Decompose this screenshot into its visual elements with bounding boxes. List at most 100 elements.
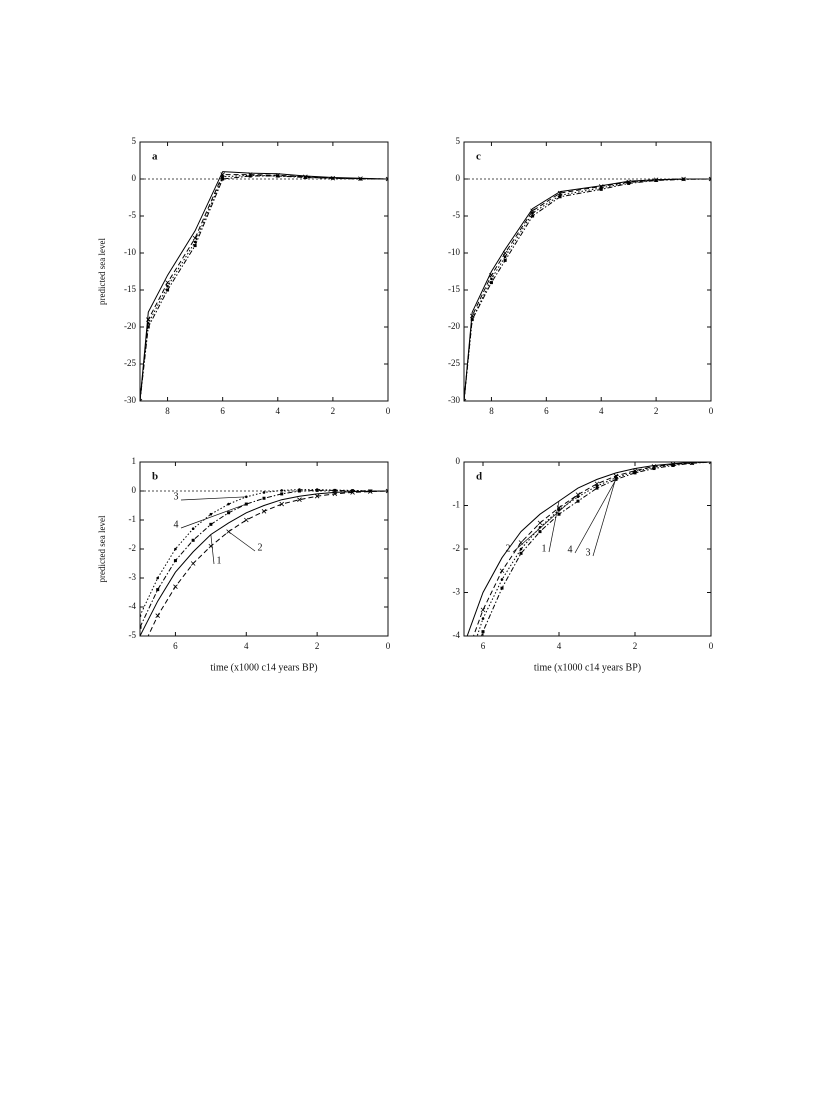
marker [280, 492, 284, 496]
frame [463, 461, 712, 637]
series-line [140, 175, 388, 401]
marker [146, 322, 150, 325]
marker [248, 174, 252, 178]
marker [333, 488, 337, 492]
y-tick-label: -5 [129, 630, 137, 640]
marker [314, 493, 320, 499]
marker [174, 547, 177, 551]
leader-line [512, 494, 579, 553]
series-line [466, 462, 711, 636]
x-tick-label: 4 [557, 641, 562, 651]
marker [156, 576, 160, 580]
x-tick-label: 0 [709, 641, 714, 651]
leader-line [574, 479, 617, 554]
x-tick-label: 0 [386, 406, 391, 416]
marker [262, 491, 266, 494]
series-line [140, 174, 388, 401]
marker [193, 244, 197, 248]
y-tick-label: -3 [453, 587, 461, 597]
plot-area [464, 176, 711, 401]
leader-line [180, 496, 247, 501]
series-label: 2 [258, 542, 263, 553]
marker [633, 471, 637, 475]
y-tick-label: -2 [129, 543, 137, 553]
series-line [464, 178, 711, 401]
leader-line [592, 477, 617, 557]
y-tick-label: -25 [124, 358, 136, 368]
series-line [476, 462, 711, 636]
marker [576, 495, 580, 499]
marker [221, 177, 225, 181]
marker [500, 586, 504, 590]
series-line [472, 462, 711, 636]
leader-line [210, 534, 215, 565]
marker [220, 172, 225, 177]
marker [671, 463, 675, 467]
series-label: 2 [506, 543, 511, 554]
marker [140, 625, 142, 629]
marker [138, 651, 142, 655]
series-line [480, 462, 711, 636]
x-tick-label: 4 [276, 406, 281, 416]
y-tick-label: -15 [124, 284, 136, 294]
marker [227, 502, 230, 506]
y-tick-label: -30 [448, 395, 460, 405]
marker [481, 630, 485, 634]
marker [502, 250, 508, 256]
marker [156, 588, 160, 592]
marker [480, 607, 486, 613]
y-tick-label: 1 [132, 456, 137, 466]
marker [557, 512, 561, 516]
marker [146, 325, 150, 329]
series-label: 3 [174, 491, 179, 502]
y-tick-label: -4 [129, 601, 137, 611]
marker [297, 497, 302, 502]
y-tick-label: -30 [124, 395, 136, 405]
marker [481, 617, 485, 620]
marker [191, 527, 195, 530]
marker [166, 285, 169, 288]
marker [537, 520, 543, 526]
marker [530, 208, 535, 214]
plot-area [140, 171, 388, 401]
plot-area [462, 462, 711, 664]
panel-label: a [152, 151, 158, 163]
series-line [140, 171, 388, 401]
y-axis-label: predicted sea level [97, 238, 107, 305]
marker [462, 660, 466, 664]
x-axis-label: time (x1000 c14 years BP) [534, 662, 641, 673]
marker [503, 255, 507, 258]
y-tick-label: 0 [456, 456, 461, 466]
panel-label: b [152, 471, 158, 483]
series-line [147, 490, 388, 636]
marker [303, 176, 307, 180]
marker [557, 190, 563, 196]
series-label: 4 [174, 519, 179, 530]
marker [519, 547, 523, 551]
marker [489, 281, 493, 285]
marker [227, 511, 231, 515]
marker [279, 501, 284, 507]
marker [500, 578, 504, 581]
marker [652, 467, 656, 471]
marker [261, 509, 267, 514]
plot-area [138, 488, 388, 655]
marker [191, 538, 195, 542]
marker [276, 174, 280, 178]
panel-label: d [476, 471, 482, 483]
marker [531, 211, 534, 215]
marker [331, 176, 335, 180]
y-tick-label: 0 [456, 173, 461, 183]
marker [297, 489, 301, 493]
y-tick-label: -10 [448, 247, 460, 257]
marker [595, 486, 599, 490]
marker [209, 522, 213, 526]
series-line [464, 178, 711, 401]
frame [139, 461, 389, 637]
marker [190, 561, 196, 566]
y-tick-label: -15 [448, 284, 460, 294]
series-line [140, 174, 388, 401]
series-label: 1 [542, 543, 547, 554]
marker [499, 568, 505, 574]
marker [470, 318, 474, 322]
